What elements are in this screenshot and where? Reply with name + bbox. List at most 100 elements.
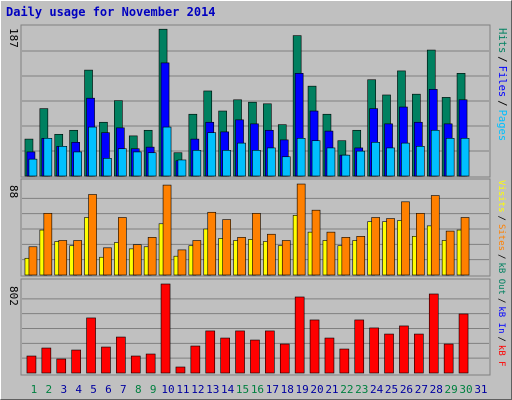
legend-separator: /: [496, 216, 506, 221]
legend-entry: Sites: [496, 224, 506, 251]
bar: [86, 317, 96, 374]
bar: [267, 147, 276, 177]
x-tick-label: 31: [474, 383, 487, 396]
bar: [147, 152, 157, 177]
bar: [116, 336, 126, 374]
bar: [386, 147, 395, 177]
bar: [326, 147, 336, 177]
bar: [222, 150, 231, 177]
bar: [341, 237, 351, 276]
bar: [311, 140, 321, 177]
legend-separator: /: [496, 336, 506, 341]
bar: [43, 213, 53, 276]
legend-entry: kB F: [496, 345, 506, 367]
legend-entry: Visits: [496, 180, 506, 213]
x-tick-label: 24: [370, 383, 384, 396]
x-tick-label: 30: [459, 383, 472, 396]
bar: [237, 237, 246, 276]
bar: [26, 355, 37, 374]
bar: [71, 349, 81, 374]
bar: [103, 158, 112, 177]
legend-entry: Files: [496, 66, 508, 98]
x-tick-label: 2: [46, 383, 53, 396]
x-tick-label: 7: [120, 383, 127, 396]
bar: [220, 337, 230, 374]
x-tick-label: 28: [430, 383, 443, 396]
bar: [399, 325, 409, 374]
bar: [416, 213, 425, 276]
bar: [443, 343, 454, 374]
legend-separator: /: [496, 298, 506, 303]
x-tick-label: 23: [355, 383, 368, 396]
legend-separator: /: [496, 56, 508, 62]
bar: [132, 151, 142, 177]
bar: [356, 150, 366, 177]
bar: [28, 246, 38, 276]
x-tick-label: 6: [105, 383, 112, 396]
bar: [339, 348, 350, 374]
bar: [162, 126, 172, 177]
legend-entry: kB Out: [496, 262, 506, 295]
bar: [369, 327, 379, 374]
bar: [118, 148, 127, 177]
bar: [414, 333, 424, 374]
bar: [192, 150, 202, 177]
bar: [56, 358, 67, 374]
bar: [207, 211, 217, 276]
bar: [58, 146, 68, 177]
bar: [41, 347, 52, 374]
x-tick-label: 20: [310, 383, 323, 396]
legend-entry: Hits: [496, 28, 508, 53]
y-tick-label: 802: [7, 286, 20, 306]
bar: [192, 240, 202, 276]
x-tick-label: 22: [340, 383, 353, 396]
bar: [190, 345, 201, 374]
bar: [460, 137, 470, 177]
bar: [445, 230, 455, 276]
bar: [326, 231, 336, 276]
bar: [371, 217, 380, 276]
x-tick-label: 16: [251, 383, 264, 396]
bar: [222, 219, 231, 276]
y-tick-label: 187: [7, 28, 20, 48]
bar: [354, 319, 365, 374]
bar: [430, 129, 440, 177]
bar: [101, 346, 111, 374]
bar: [103, 247, 112, 276]
bar: [162, 184, 172, 276]
bar: [130, 355, 141, 374]
bar: [428, 293, 439, 374]
chart-title: Daily usage for November 2014: [6, 5, 216, 19]
x-tick-label: 1: [31, 383, 38, 396]
bar: [341, 154, 351, 177]
bar: [145, 353, 156, 374]
bar: [296, 137, 306, 177]
bar: [281, 156, 291, 177]
bar: [88, 194, 97, 276]
bar: [279, 343, 290, 374]
x-tick-label: 4: [75, 383, 82, 396]
x-tick-label: 13: [206, 383, 219, 396]
bar: [88, 126, 97, 177]
x-tick-label: 17: [266, 383, 279, 396]
legend-separator: /: [496, 254, 506, 259]
bar: [371, 142, 380, 177]
bar: [416, 146, 425, 177]
x-tick-label: 14: [221, 383, 235, 396]
x-tick-label: 29: [445, 383, 458, 396]
x-tick-label: 12: [191, 383, 204, 396]
bar: [43, 137, 53, 177]
bar: [430, 195, 440, 276]
bar: [460, 217, 470, 276]
bar: [386, 218, 395, 276]
bar: [237, 142, 246, 177]
x-tick-label: 3: [60, 383, 67, 396]
x-tick-label: 11: [176, 383, 189, 396]
x-tick-label: 21: [325, 383, 338, 396]
bar: [235, 330, 245, 374]
bar: [207, 132, 217, 177]
bar: [324, 337, 335, 374]
